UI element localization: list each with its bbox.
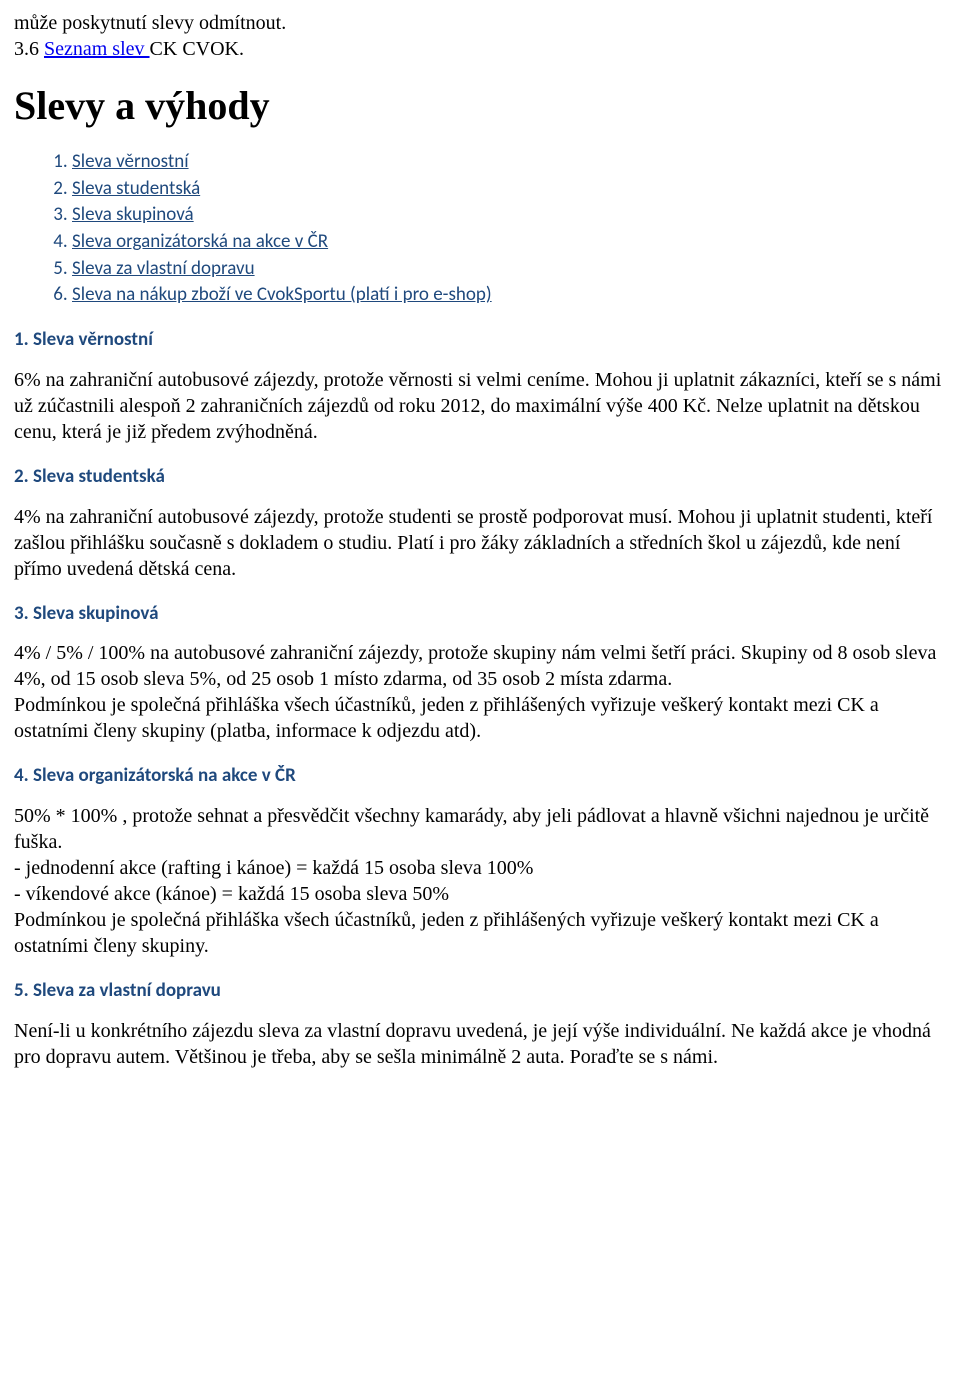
- heading-sleva-skupinova: 3. Sleva skupinová: [14, 602, 946, 627]
- toc-item-6: Sleva na nákup zboží ve CvokSportu (plat…: [72, 283, 946, 308]
- body-sleva-skupinova-p2: Podmínkou je společná přihláška všech úč…: [14, 694, 879, 742]
- toc-link-organizatorska[interactable]: Sleva organizátorská na akce v ČR: [72, 230, 328, 253]
- toc-item-3: Sleva skupinová: [72, 203, 946, 228]
- body-sleva-vernostni: 6% na zahraniční autobusové zájezdy, pro…: [14, 367, 946, 445]
- heading-sleva-studentska: 2. Sleva studentská: [14, 465, 946, 490]
- toc-item-4: Sleva organizátorská na akce v ČR: [72, 230, 946, 255]
- toc-item-1: Sleva věrnostní: [72, 150, 946, 175]
- body-sleva-vlastni-doprava: Není-li u konkrétního zájezdu sleva za v…: [14, 1018, 946, 1070]
- seznam-slev-link[interactable]: Seznam slev: [44, 38, 150, 60]
- body-sleva-skupinova-p1: 4% / 5% / 100% na autobusové zahraniční …: [14, 642, 936, 690]
- toc-link-vernostni[interactable]: Sleva věrnostní: [72, 150, 189, 173]
- intro-line-1: může poskytnutí slevy odmítnout.: [14, 10, 946, 36]
- toc-link-cvoksport[interactable]: Sleva na nákup zboží ve CvokSportu (plat…: [72, 283, 492, 306]
- toc-item-2: Sleva studentská: [72, 177, 946, 202]
- toc-list: Sleva věrnostní Sleva studentská Sleva s…: [14, 150, 946, 308]
- body-sleva-organizatorska-l3: - víkendové akce (kánoe) = každá 15 osob…: [14, 883, 449, 905]
- toc-link-skupinova[interactable]: Sleva skupinová: [72, 203, 194, 226]
- body-sleva-studentska: 4% na zahraniční autobusové zájezdy, pro…: [14, 504, 946, 582]
- body-sleva-organizatorska-l1: 50% * 100% , protože sehnat a přesvědčit…: [14, 805, 929, 853]
- body-sleva-organizatorska-l4: Podmínkou je společná přihláška všech úč…: [14, 909, 879, 957]
- body-sleva-organizatorska: 50% * 100% , protože sehnat a přesvědčit…: [14, 803, 946, 959]
- body-sleva-organizatorska-l2: - jednodenní akce (rafting i kánoe) = ka…: [14, 857, 533, 879]
- page-title: Slevy a výhody: [14, 80, 946, 132]
- intro-line-2-suffix: CK CVOK.: [150, 38, 244, 60]
- toc-link-studentska[interactable]: Sleva studentská: [72, 177, 200, 200]
- heading-sleva-organizatorska: 4. Sleva organizátorská na akce v ČR: [14, 764, 946, 789]
- heading-sleva-vlastni-doprava: 5. Sleva za vlastní dopravu: [14, 979, 946, 1004]
- body-sleva-skupinova: 4% / 5% / 100% na autobusové zahraniční …: [14, 640, 946, 744]
- intro-line-2: 3.6 Seznam slev CK CVOK.: [14, 36, 946, 62]
- heading-sleva-vernostni: 1. Sleva věrnostní: [14, 328, 946, 353]
- toc-item-5: Sleva za vlastní dopravu: [72, 257, 946, 282]
- toc-link-vlastni-doprava[interactable]: Sleva za vlastní dopravu: [72, 257, 255, 280]
- intro-line-2-prefix: 3.6: [14, 38, 44, 60]
